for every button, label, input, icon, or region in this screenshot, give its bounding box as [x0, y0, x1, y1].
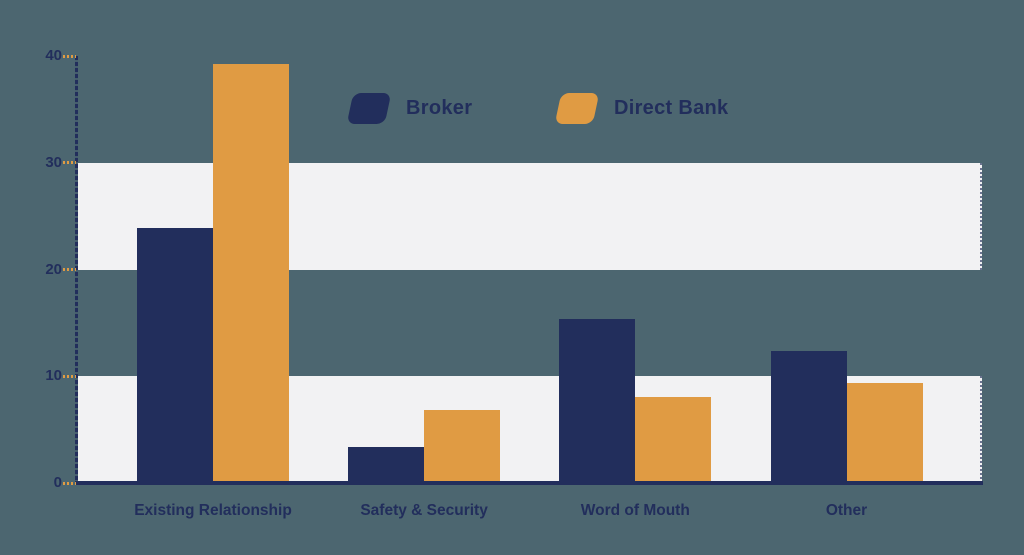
x-category-label-existing-relationship: Existing Relationship: [134, 502, 292, 519]
y-tick-label-10: 10: [45, 367, 62, 385]
legend-item-broker: Broker: [346, 93, 473, 124]
y-tick-mark-10: [63, 374, 76, 378]
legend-label-broker: Broker: [406, 97, 473, 119]
bar-broker-other: [770, 350, 847, 483]
bar-broker-safety-security: [348, 446, 425, 483]
bar-direct-bank-other: [846, 382, 923, 483]
y-axis-line: [75, 56, 78, 483]
y-tick-mark-0: [63, 481, 76, 485]
bar-direct-bank-safety-security: [424, 410, 501, 483]
x-category-label-safety-security: Safety & Security: [360, 502, 488, 519]
y-tick-label-30: 30: [45, 153, 62, 171]
bar-broker-existing-relationship: [137, 227, 213, 483]
y-tick-mark-30: [63, 161, 76, 165]
bar-direct-bank-existing-relationship: [213, 63, 289, 483]
y-tick-mark-20: [63, 268, 76, 271]
y-tick-mark-40: [63, 54, 76, 58]
bar-broker-word-of-mouth: [559, 318, 636, 483]
y-tick-label-0: 0: [53, 474, 62, 491]
legend-swatch-direct-bank: [554, 93, 600, 124]
legend-label-direct-bank: Direct Bank: [614, 97, 729, 119]
x-category-label-other: Other: [825, 502, 868, 519]
y-tick-label-40: 40: [45, 47, 62, 64]
bar-direct-bank-word-of-mouth: [635, 396, 712, 483]
x-category-label-word-of-mouth: Word of Mouth: [580, 502, 690, 519]
legend-swatch-broker: [346, 93, 392, 124]
legend-item-direct-bank: Direct Bank: [554, 93, 729, 124]
y-tick-label-20: 20: [45, 260, 62, 278]
x-axis-line: [75, 481, 983, 485]
